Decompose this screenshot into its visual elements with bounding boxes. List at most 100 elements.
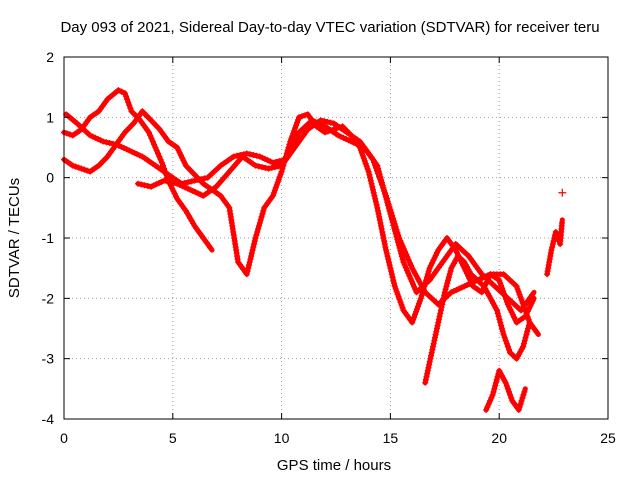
plus-marker: [364, 165, 371, 172]
plus-marker: [343, 136, 350, 143]
plus-marker: [398, 302, 405, 309]
plus-marker: [192, 189, 199, 196]
plus-marker: [385, 256, 392, 263]
plus-marker: [399, 243, 406, 250]
plus-marker: [257, 216, 264, 223]
plus-marker: [386, 262, 393, 269]
plus-marker: [427, 355, 434, 362]
plus-marker: [372, 195, 379, 202]
plus-marker: [147, 132, 154, 139]
series-track-g: [544, 217, 566, 278]
plus-marker: [201, 175, 208, 182]
plus-marker: [417, 295, 424, 302]
plus-marker: [499, 328, 506, 335]
plus-marker: [484, 403, 491, 410]
plus-marker: [103, 139, 110, 146]
plus-marker: [259, 164, 266, 171]
plus-marker: [121, 145, 128, 152]
plus-marker: [422, 376, 429, 383]
plus-marker: [426, 358, 433, 365]
plus-marker: [362, 160, 369, 167]
plus-marker: [378, 178, 385, 185]
plus-marker: [424, 367, 431, 374]
plus-marker: [398, 253, 405, 260]
plus-marker: [267, 158, 274, 165]
plus-marker: [245, 262, 252, 269]
plus-marker: [391, 220, 398, 227]
plus-marker: [380, 184, 387, 191]
plus-marker: [493, 376, 500, 383]
plus-marker: [358, 149, 365, 156]
plus-marker: [158, 178, 165, 185]
plus-marker: [514, 286, 521, 293]
plus-marker: [383, 247, 390, 254]
plus-marker: [269, 159, 276, 166]
plus-marker: [516, 403, 523, 410]
plus-marker: [372, 198, 379, 205]
plus-marker: [393, 288, 400, 295]
plus-marker: [395, 232, 402, 239]
plus-marker: [150, 182, 157, 189]
plus-marker: [253, 152, 260, 159]
plus-marker: [453, 286, 460, 293]
plus-marker: [412, 286, 419, 293]
y-tick-label: 2: [46, 49, 54, 65]
plus-marker: [176, 181, 183, 188]
plus-marker: [97, 137, 104, 144]
plus-marker: [439, 298, 446, 305]
plus-marker: [255, 222, 262, 229]
plus-marker: [495, 313, 502, 320]
plus-marker: [289, 133, 296, 140]
plus-marker: [382, 244, 389, 251]
plus-marker: [247, 151, 254, 158]
plus-marker: [513, 283, 520, 290]
plus-marker: [447, 268, 454, 275]
data-series: [61, 87, 567, 413]
plus-marker: [156, 153, 163, 160]
y-tick-label: -4: [42, 411, 55, 427]
plus-marker: [155, 180, 162, 187]
plus-marker: [391, 283, 398, 290]
plus-marker: [521, 337, 528, 344]
plus-marker: [443, 283, 450, 290]
plus-marker: [335, 132, 342, 139]
plus-marker: [529, 291, 536, 298]
plus-marker: [401, 261, 408, 268]
plus-marker: [410, 316, 417, 323]
plus-marker: [363, 163, 370, 170]
plus-marker: [373, 201, 380, 208]
plus-marker: [157, 156, 164, 163]
plus-marker: [278, 168, 285, 175]
plus-marker: [496, 316, 503, 323]
plus-marker: [382, 189, 389, 196]
plus-marker: [367, 174, 374, 181]
plus-marker: [370, 189, 377, 196]
plus-marker: [374, 167, 381, 174]
plus-marker: [416, 298, 423, 305]
plus-marker: [127, 105, 134, 112]
plus-marker: [434, 322, 441, 329]
plus-marker: [492, 382, 499, 389]
plus-marker: [558, 188, 567, 197]
plus-marker: [375, 210, 382, 217]
x-tick-label: 20: [491, 430, 507, 446]
plus-marker: [377, 176, 384, 183]
plus-marker: [274, 179, 281, 186]
plus-marker: [519, 299, 526, 306]
plus-marker: [262, 164, 269, 171]
plus-marker: [442, 286, 449, 293]
plus-marker: [550, 238, 557, 245]
plus-marker: [94, 136, 101, 143]
plus-marker: [337, 133, 344, 140]
plus-marker: [431, 337, 438, 344]
plus-marker: [187, 186, 194, 193]
plus-marker: [367, 177, 374, 184]
plus-marker: [402, 248, 409, 255]
plus-marker: [435, 319, 442, 326]
plus-marker: [145, 129, 152, 136]
plus-marker: [432, 334, 439, 341]
plus-marker: [394, 229, 401, 236]
plus-marker: [520, 391, 527, 398]
y-tick-label: -1: [42, 230, 55, 246]
